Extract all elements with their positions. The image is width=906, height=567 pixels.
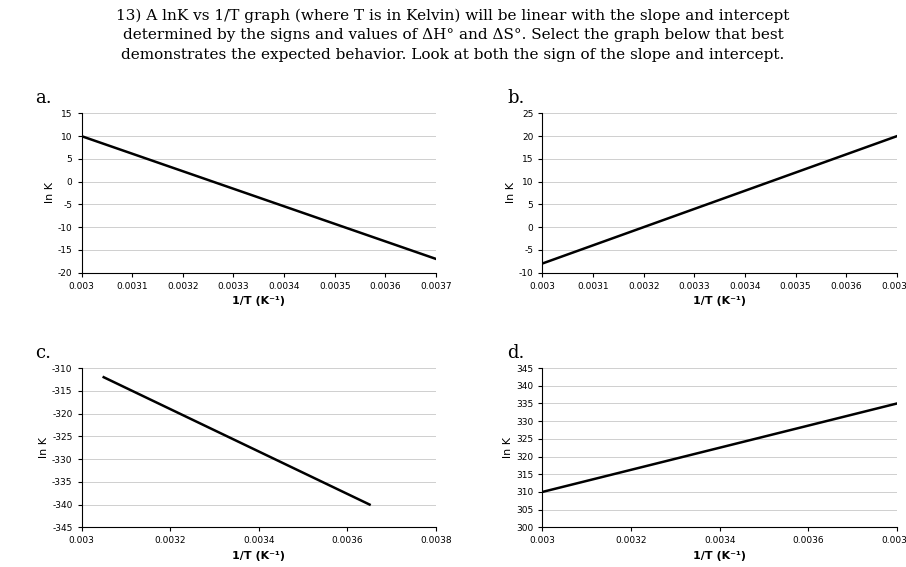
Text: d.: d. [507,344,525,362]
Y-axis label: ln K: ln K [45,183,55,204]
Text: a.: a. [35,89,52,107]
X-axis label: 1/T (K⁻¹): 1/T (K⁻¹) [693,551,747,561]
X-axis label: 1/T (K⁻¹): 1/T (K⁻¹) [693,296,747,306]
X-axis label: 1/T (K⁻¹): 1/T (K⁻¹) [232,551,285,561]
Y-axis label: ln K: ln K [506,183,516,204]
Text: b.: b. [507,89,525,107]
Text: c.: c. [35,344,52,362]
Y-axis label: ln K: ln K [504,437,514,458]
Y-axis label: ln K: ln K [39,437,49,458]
X-axis label: 1/T (K⁻¹): 1/T (K⁻¹) [232,296,285,306]
Text: 13) A lnK vs 1/T graph (where T is in Kelvin) will be linear with the slope and : 13) A lnK vs 1/T graph (where T is in Ke… [116,9,790,62]
